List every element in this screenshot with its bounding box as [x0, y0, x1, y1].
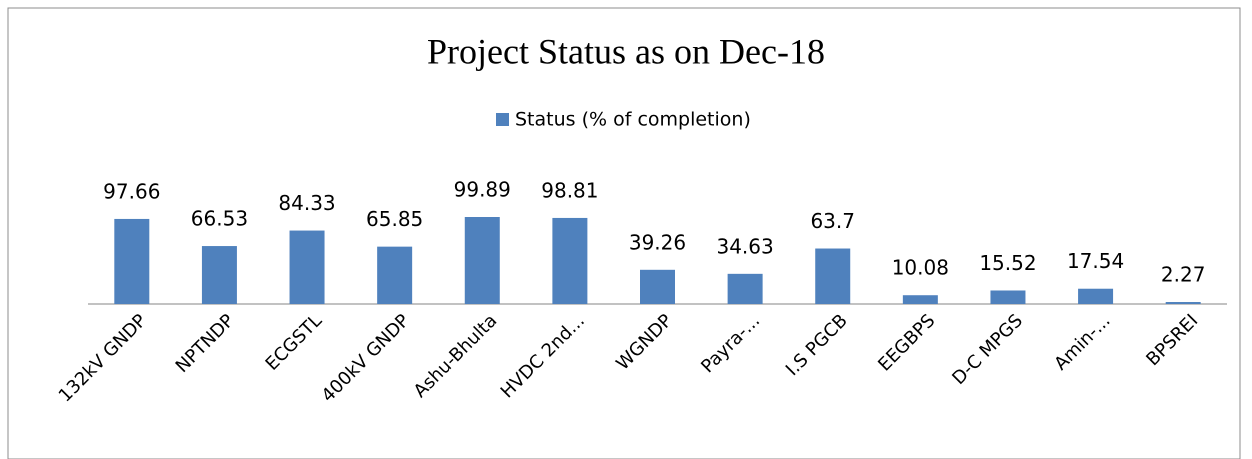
- bar: [377, 246, 413, 304]
- bar: [990, 290, 1026, 304]
- value-label: 97.66: [103, 179, 160, 203]
- bar: [727, 273, 763, 304]
- chart-title: Project Status as on Dec-18: [427, 31, 825, 71]
- value-label: 15.52: [979, 251, 1036, 275]
- value-label: 98.81: [541, 178, 598, 202]
- legend-swatch: [496, 113, 509, 126]
- value-label: 84.33: [278, 191, 335, 215]
- bar: [552, 217, 588, 304]
- bar: [464, 217, 500, 304]
- value-label: 65.85: [366, 207, 423, 231]
- bar: [902, 295, 938, 304]
- bar: [815, 248, 851, 304]
- value-label: 66.53: [191, 207, 248, 231]
- value-label: 17.54: [1067, 249, 1124, 273]
- bar: [289, 230, 325, 304]
- bar: [201, 246, 237, 304]
- value-label: 63.7: [810, 209, 855, 233]
- chart-frame: [7, 7, 1241, 459]
- value-label: 39.26: [629, 230, 686, 254]
- value-label: 2.27: [1161, 263, 1206, 287]
- value-label: 99.89: [454, 178, 511, 202]
- value-label: 34.63: [716, 234, 773, 258]
- value-label: 10.08: [892, 256, 949, 280]
- bar: [640, 269, 675, 304]
- bar: [114, 218, 150, 304]
- legend-label: Status (% of completion): [515, 109, 751, 131]
- bar: [1078, 288, 1114, 304]
- bar: [1165, 302, 1201, 304]
